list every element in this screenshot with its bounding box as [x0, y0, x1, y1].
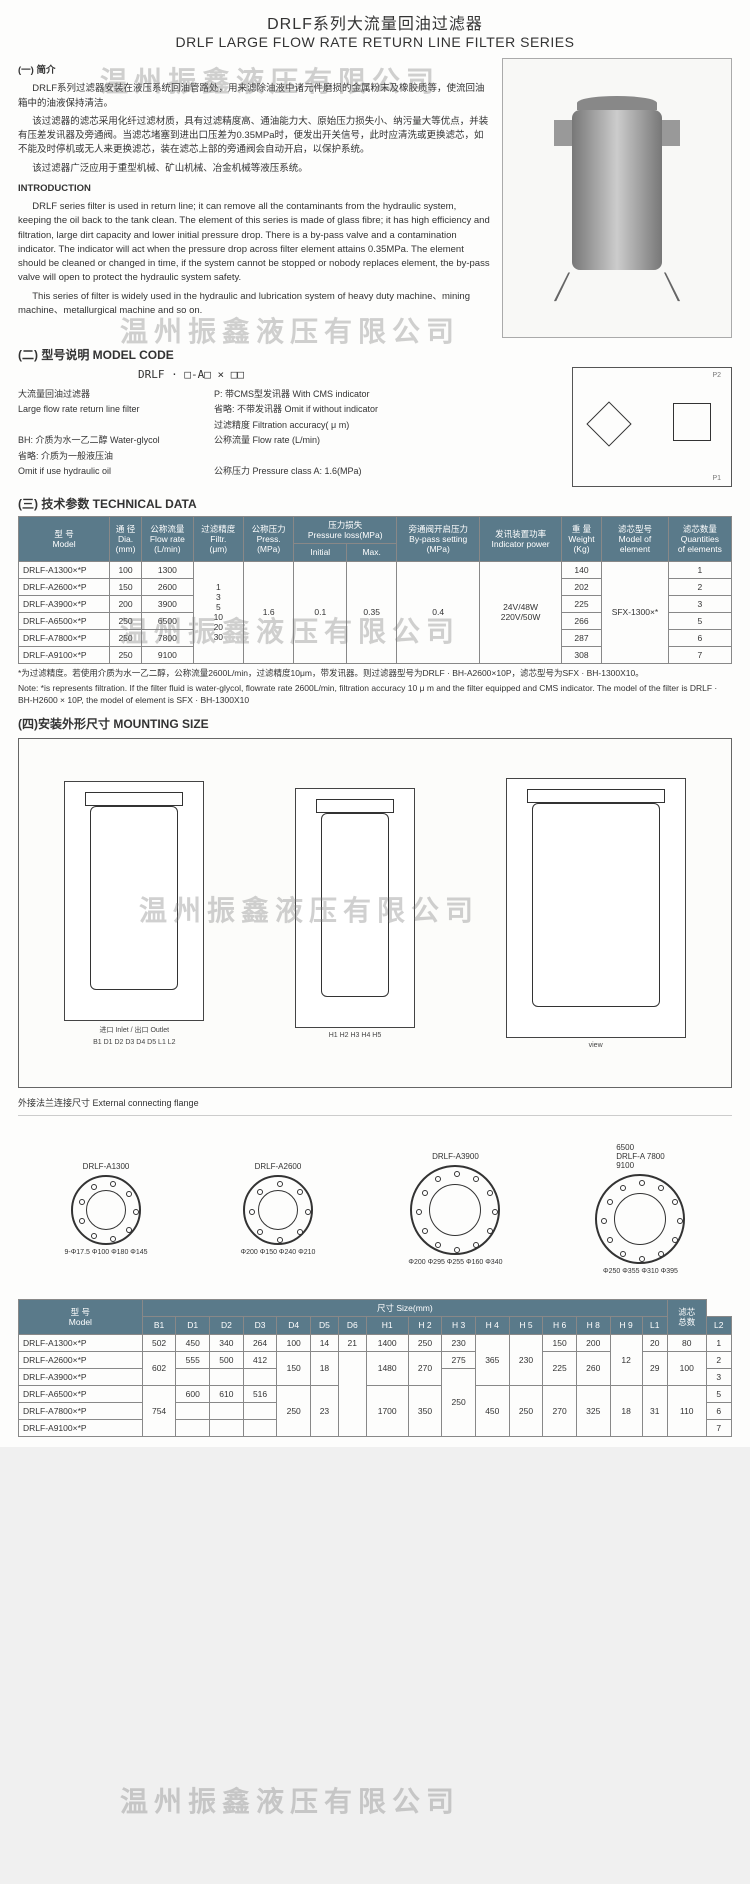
code-left — [18, 419, 198, 433]
section1-head: (一) 简介 — [18, 64, 492, 78]
title-block: DRLF系列大流量回油过滤器 DRLF LARGE FLOW RATE RETU… — [18, 10, 732, 50]
intro-p3: 该过滤器广泛应用于重型机械、矿山机械、冶金机械等液压系统。 — [18, 162, 492, 176]
tech-note-en: Note: *is represents filtration. If the … — [18, 683, 732, 707]
size-table: 型 号Model尺寸 Size(mm)滤芯总数B1D1D2D3D4D5D6H1H… — [18, 1299, 732, 1436]
title-en: DRLF LARGE FLOW RATE RETURN LINE FILTER … — [18, 34, 732, 50]
code-right: 省略: 不带发讯器 Omit if without indicator — [214, 403, 562, 417]
hydraulic-schematic: P2 P1 — [572, 367, 732, 487]
title-cn: DRLF系列大流量回油过滤器 — [18, 10, 732, 34]
code-right — [214, 450, 562, 464]
flange-diagram: DRLF-A13009-Φ17.5 Φ100 Φ180 Φ145 — [64, 1162, 147, 1256]
model-code: DRLF · □-A□ × □□ — [138, 367, 562, 384]
intro-p2: 该过滤器的滤芯采用化纤过滤材质，具有过滤精度高、通油能力大、原始压力损失小、纳污… — [18, 115, 492, 158]
code-left: Large flow rate return line filter — [18, 403, 198, 417]
flange-diagram: DRLF-A3900Φ200 Φ295 Φ255 Φ160 Φ340 — [408, 1152, 502, 1266]
tech-note-cn: *为过滤精度。若使用介质为水一乙二醇，公称流量2600L/min，过滤精度10μ… — [18, 668, 732, 680]
code-right: P: 带CMS型发讯器 With CMS indicator — [214, 388, 562, 402]
code-left: BH: 介质为水一乙二醇 Water-glycol — [18, 434, 198, 448]
product-photo — [502, 58, 732, 338]
code-right: 过滤精度 Filtration accuracy( μ m) — [214, 419, 562, 433]
section3-head: (三) 技术参数 TECHNICAL DATA — [18, 495, 732, 512]
intro-head-en: INTRODUCTION — [18, 182, 492, 196]
model-code-block: DRLF · □-A□ × □□ 大流量回油过滤器 P: 带CMS型发讯器 Wit… — [18, 367, 562, 487]
code-left: Omit if use hydraulic oil — [18, 465, 198, 479]
mounting-drawing: 进口 Inlet / 出口 Outlet B1 D1 D2 D3 D4 D5 L… — [18, 738, 732, 1088]
intro-text: (一) 简介 DRLF系列过滤器安装在液压系统回油管路处，用来滤除油液中诸元件磨… — [18, 58, 492, 338]
intro-pe1: DRLF series filter is used in return lin… — [18, 200, 492, 286]
flange-label: 外接法兰连接尺寸 External connecting flange — [18, 1096, 732, 1109]
section4-head: (四)安装外形尺寸 MOUNTING SIZE — [18, 715, 732, 732]
flange-row: 温州振鑫液压有限公司 DRLF-A13009-Φ17.5 Φ100 Φ180 Φ… — [18, 1115, 732, 1295]
flange-diagram: DRLF-A2600Φ200 Φ150 Φ240 Φ210 — [241, 1162, 316, 1256]
section2-head: (二) 型号说明 MODEL CODE — [18, 346, 732, 363]
code-left: 大流量回油过滤器 — [18, 388, 198, 402]
intro-p1: DRLF系列过滤器安装在液压系统回油管路处，用来滤除油液中诸元件磨损的金属粉末及… — [18, 82, 492, 111]
code-right: 公称压力 Pressure class A: 1.6(MPa) — [214, 465, 562, 479]
flange-diagram: 6500 DRLF-A 7800 9100Φ250 Φ355 Φ310 Φ395 — [595, 1143, 685, 1275]
intro-pe2: This series of filter is widely used in … — [18, 290, 492, 319]
code-left: 省略: 介质为一般液压油 — [18, 450, 198, 464]
code-right: 公称流量 Flow rate (L/min) — [214, 434, 562, 448]
tech-data-table: 型 号Model通 径Dia.(mm)公称流量Flow rate(L/min)过… — [18, 516, 732, 664]
watermark: 温州振鑫液压有限公司 — [120, 1780, 460, 1820]
